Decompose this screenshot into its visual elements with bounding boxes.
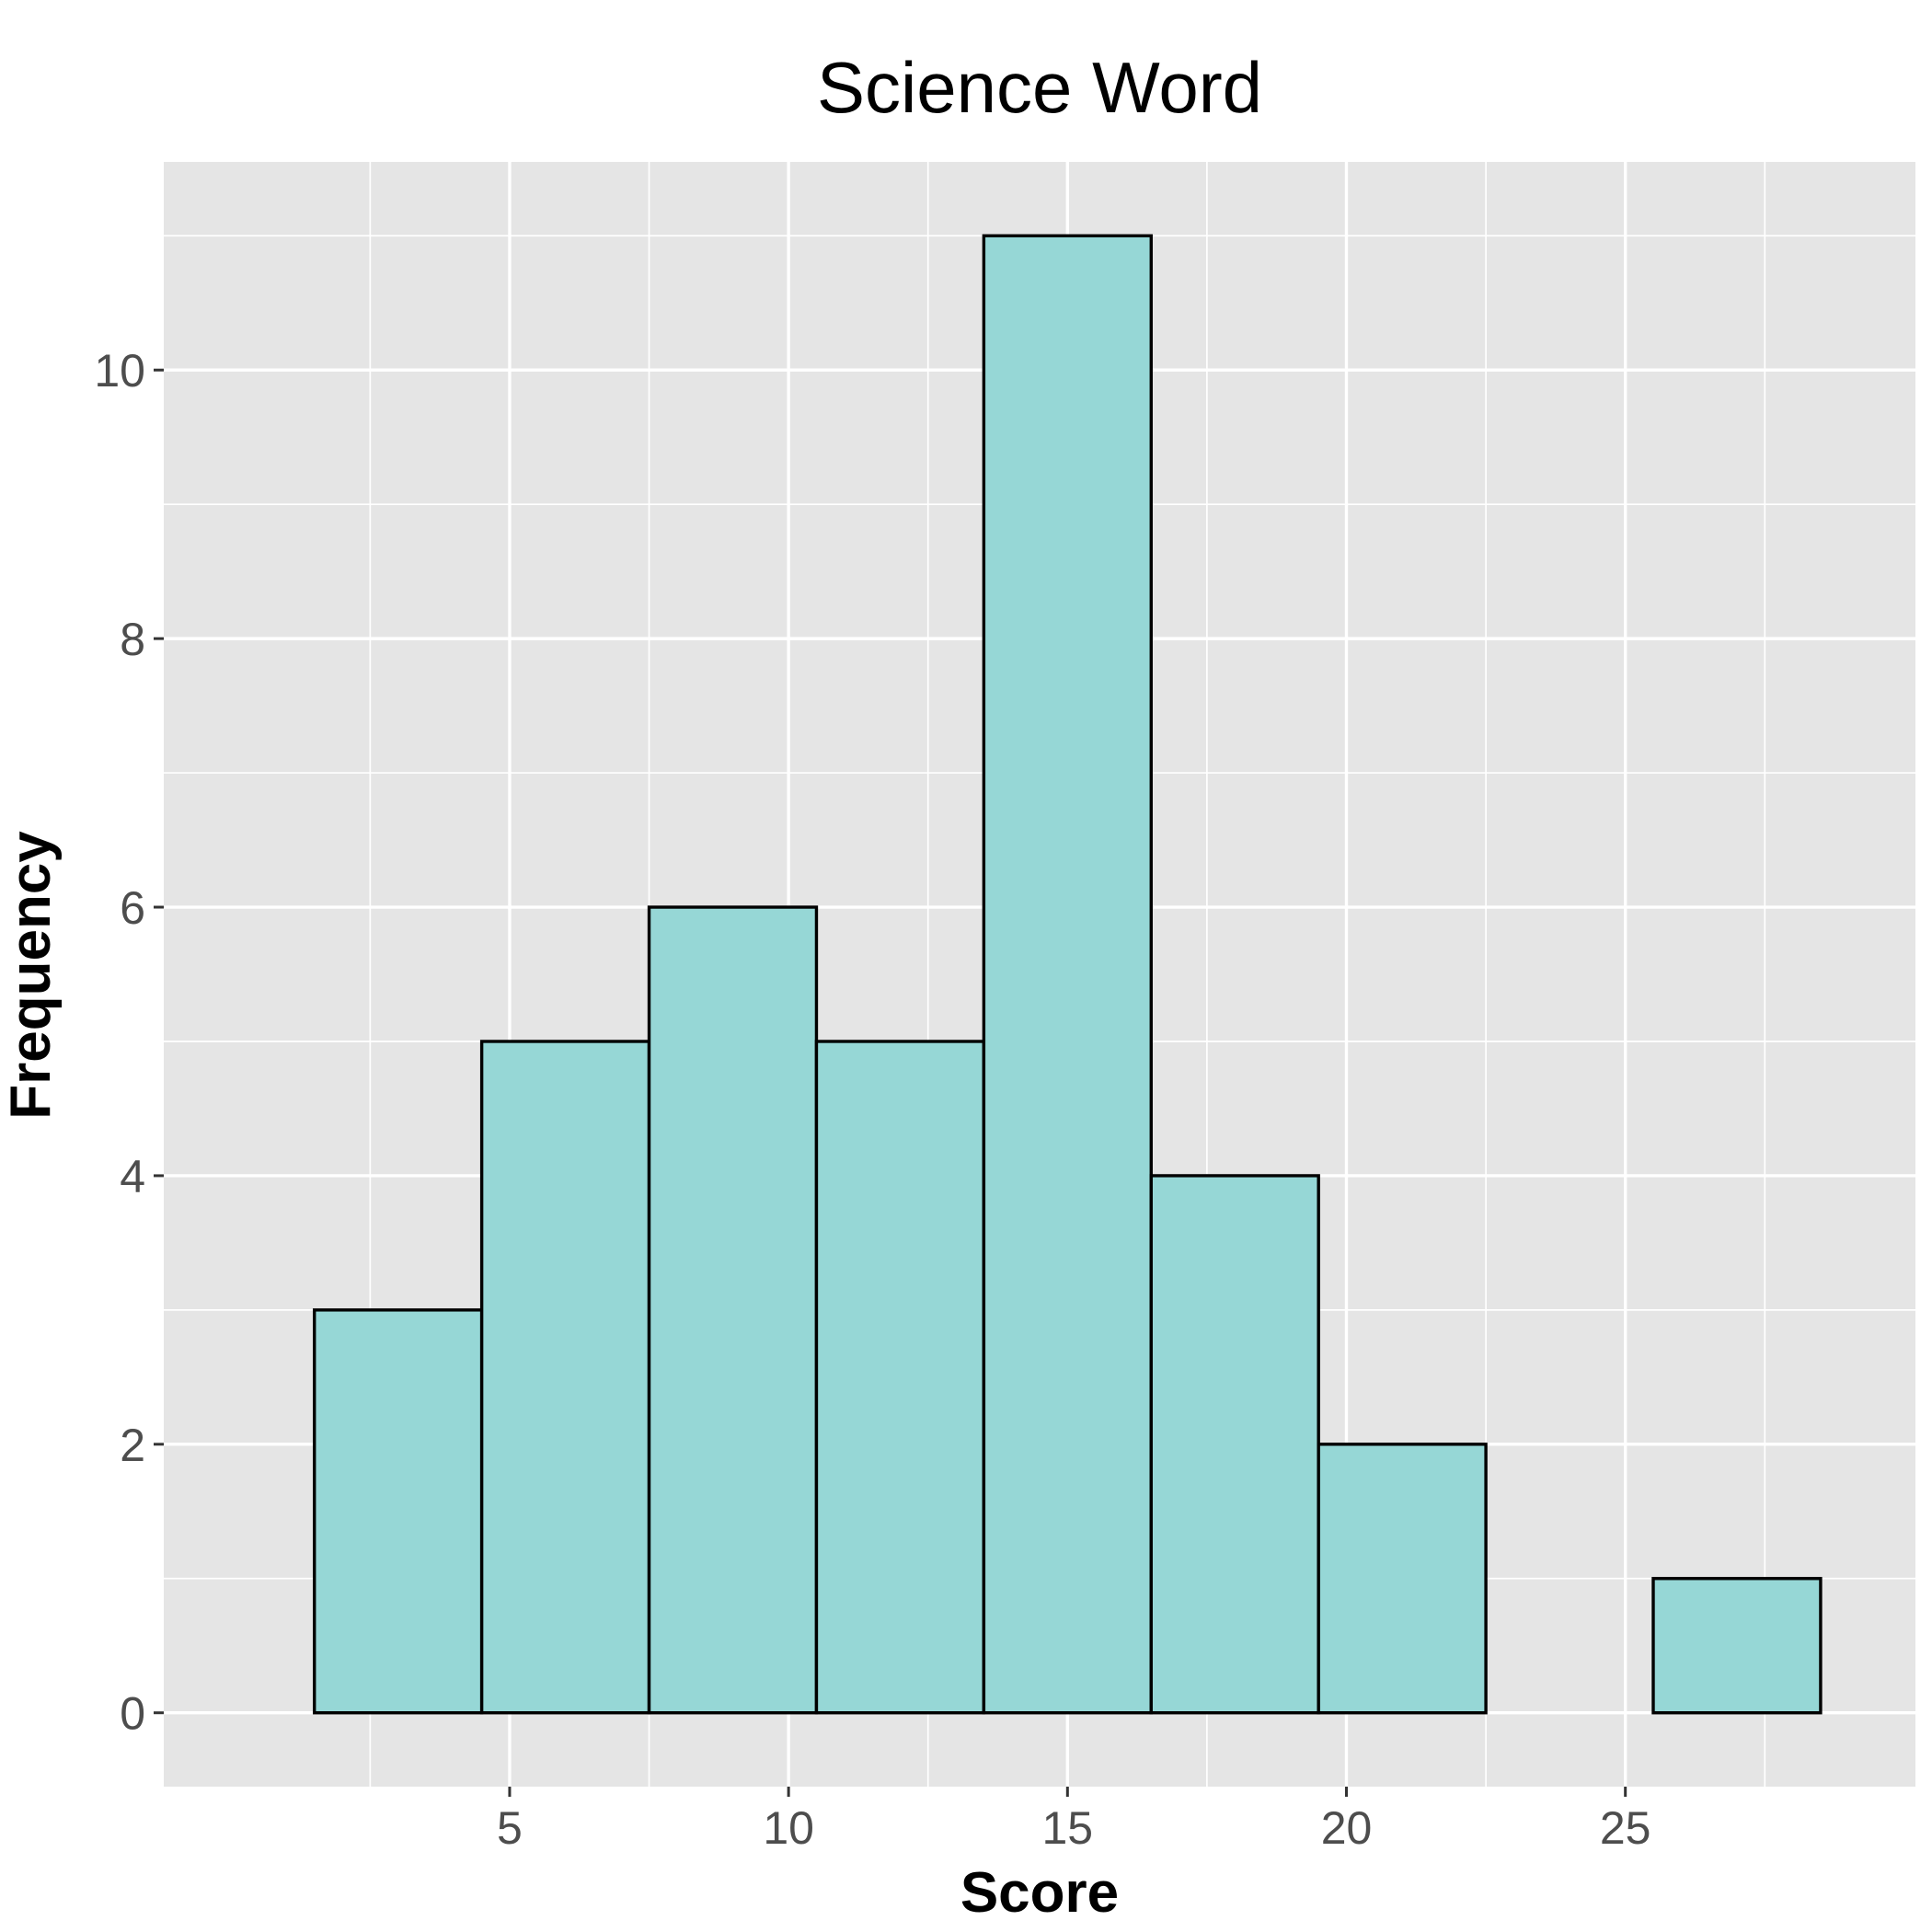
histogram-bar-7 [1317,1443,1488,1715]
x-tick-label: 20 [1321,1802,1373,1854]
y-axis: 0 2 4 6 8 10 [94,345,164,1740]
histogram-bar-5 [982,234,1153,1715]
histogram-bar-4 [814,1040,986,1715]
x-axis-title: Score [960,1861,1119,1925]
histogram-bar-9 [1651,1577,1823,1715]
chart-title: Science Word [817,47,1262,128]
y-tick-label: 6 [120,882,145,934]
histogram-bars [313,234,1823,1715]
y-tick-label: 10 [94,345,145,397]
y-tick-label: 8 [120,614,145,665]
y-tick-label: 0 [120,1688,145,1740]
x-axis: 5 10 15 20 25 [497,1787,1651,1854]
histogram-bar-2 [479,1040,651,1715]
histogram-bar-6 [1149,1174,1320,1715]
x-tick-label: 25 [1600,1802,1651,1854]
y-tick-label: 2 [120,1420,145,1471]
x-tick-label: 15 [1042,1802,1094,1854]
y-axis-title: Frequency [0,831,63,1120]
histogram-bar-1 [313,1308,484,1715]
histogram-bar-3 [647,905,819,1715]
x-tick-label: 10 [763,1802,814,1854]
x-tick-label: 5 [497,1802,523,1854]
y-tick-label: 4 [120,1151,145,1202]
